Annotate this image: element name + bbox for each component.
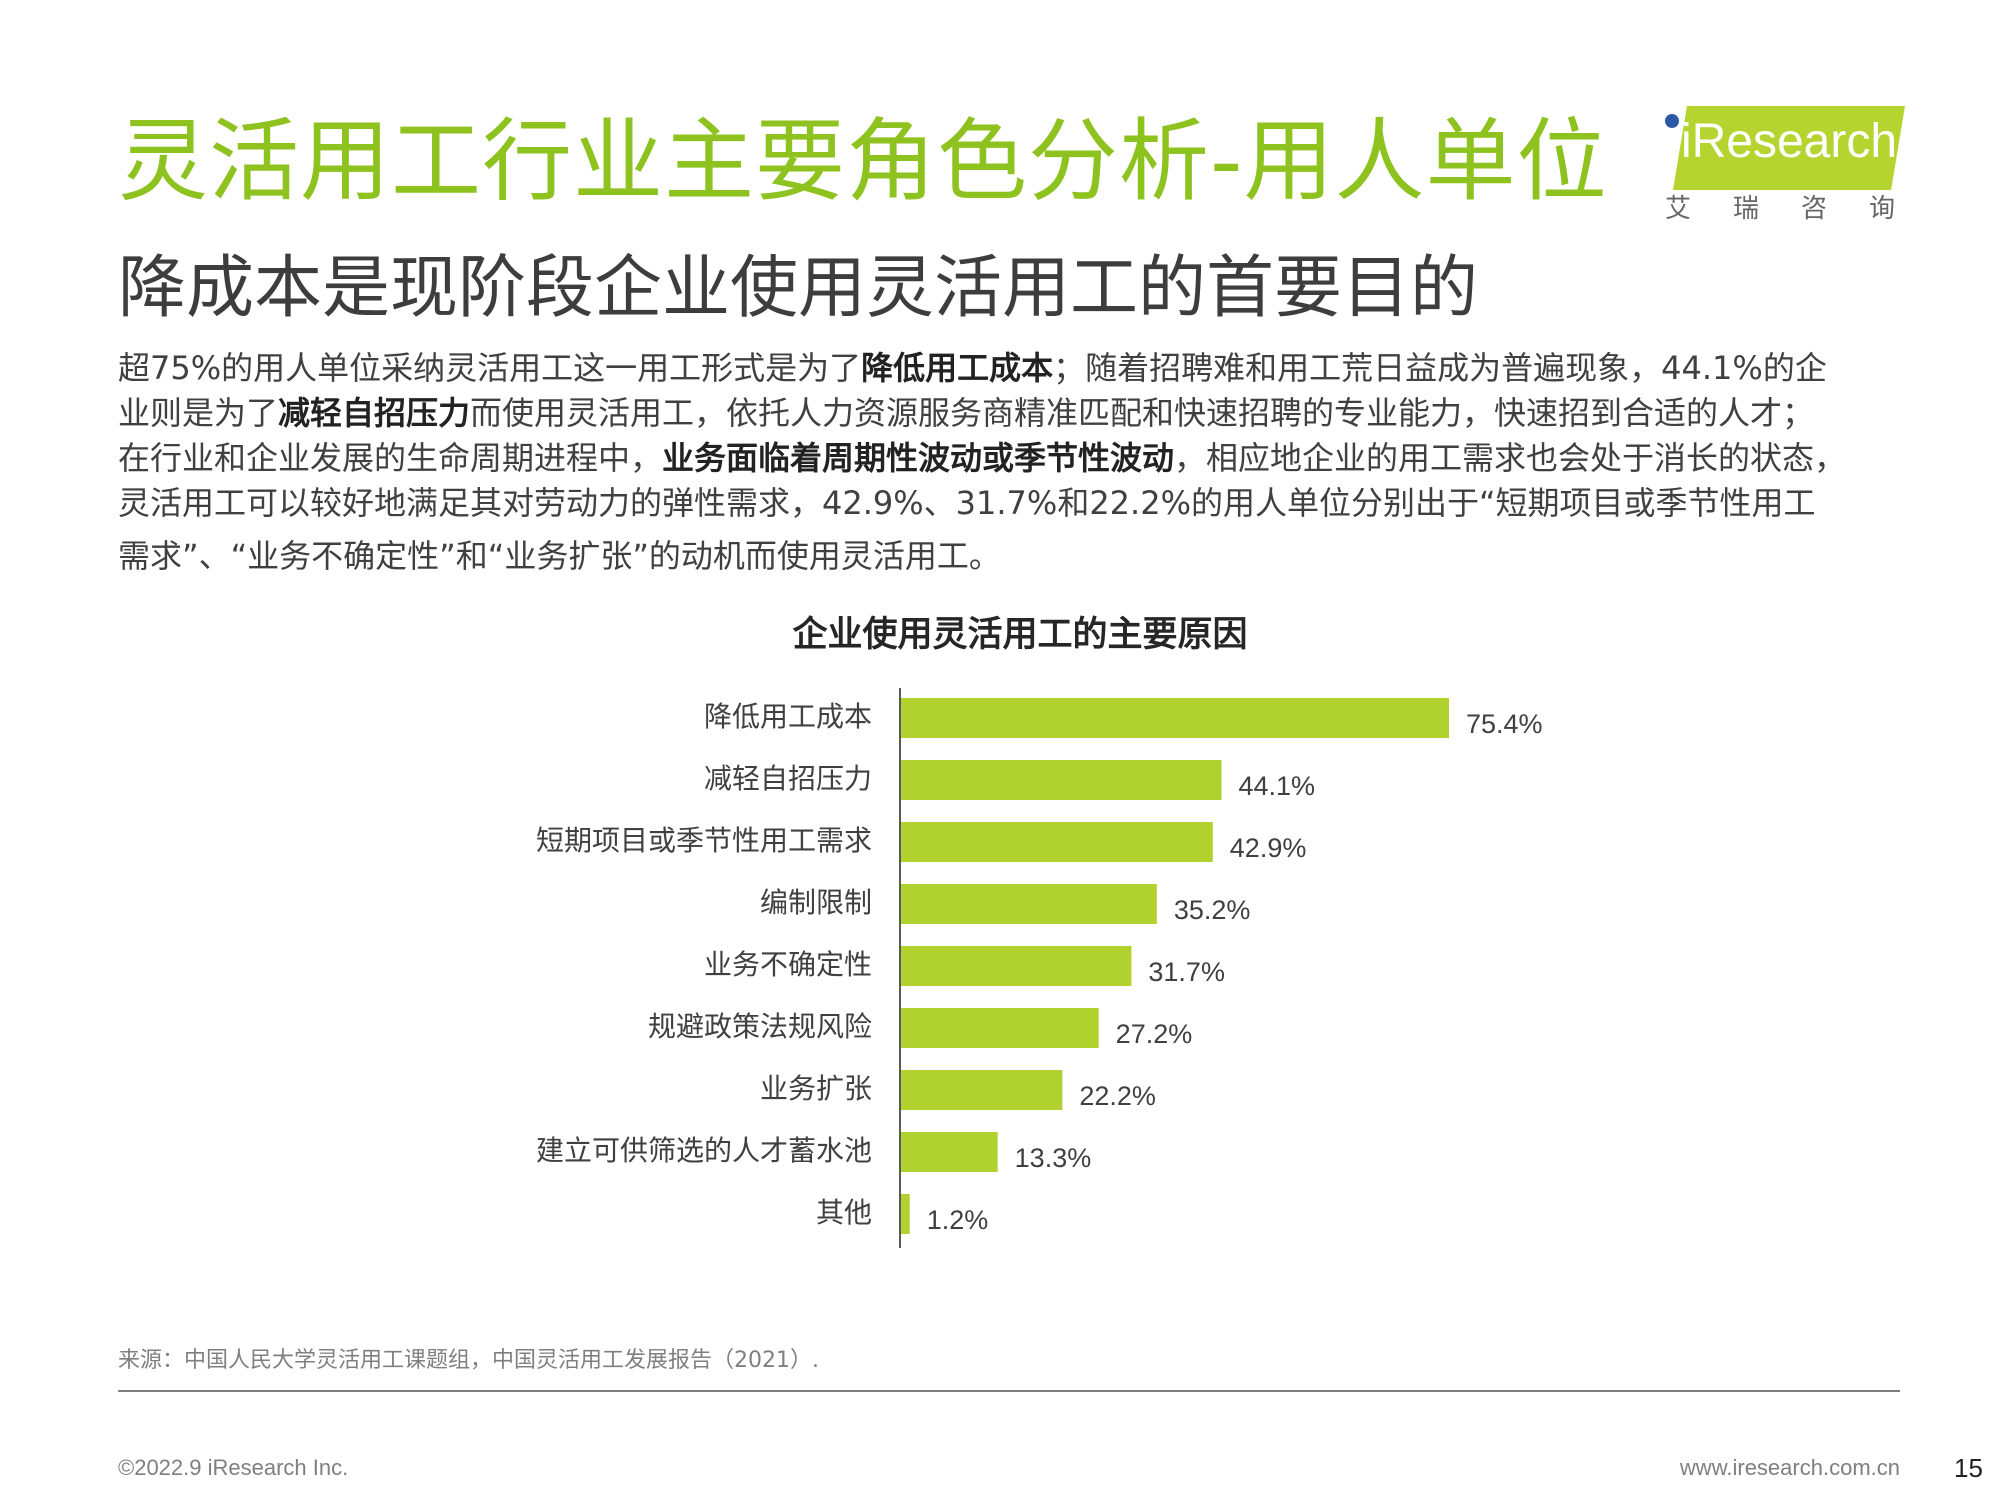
text-run: 在行业和企业发展的生命周期进程中， bbox=[118, 439, 663, 477]
paragraph-line: 灵活用工可以较好地满足其对劳动力的弹性需求，42.9%、31.7%和22.2%的… bbox=[118, 484, 1816, 522]
paragraph-line: 在行业和企业发展的生命周期进程中，业务面临着周期性波动或季节性波动，相应地企业的… bbox=[118, 436, 1918, 481]
logo-dot-icon bbox=[1665, 114, 1679, 128]
text-run: ；随着招聘难和用工荒日益成为普遍现象，44.1%的企 bbox=[1053, 349, 1827, 387]
paragraph-line: 超75%的用人单位采纳灵活用工这一用工形式是为了降低用工成本；随着招聘难和用工荒… bbox=[118, 346, 1918, 391]
data-label: 42.9% bbox=[1230, 833, 1307, 863]
page-subtitle: 降成本是现阶段企业使用灵活用工的首要目的 bbox=[118, 249, 1479, 328]
summary-paragraph: 超75%的用人单位采纳灵活用工这一用工形式是为了降低用工成本；随着招聘难和用工荒… bbox=[118, 346, 1918, 579]
website-link[interactable]: www.iresearch.com.cn bbox=[1679, 1455, 1900, 1480]
category-label: 降低用工成本 bbox=[704, 700, 872, 733]
bar bbox=[901, 822, 1213, 862]
text-run: 而使用灵活用工，依托人力资源服务商精准匹配和快速招聘的专业能力，快速招到合适的人… bbox=[470, 394, 1815, 432]
category-label: 编制限制 bbox=[760, 886, 872, 919]
bar bbox=[901, 1194, 910, 1234]
bar bbox=[901, 946, 1132, 986]
page-title: 灵活用工行业主要角色分析-用人单位 bbox=[118, 109, 1608, 214]
bar bbox=[901, 760, 1222, 800]
category-label: 减轻自招压力 bbox=[704, 762, 872, 795]
highlight-text: 减轻自招压力 bbox=[278, 394, 471, 432]
text-run: ，相应地企业的用工需求也会处于消长的状态， bbox=[1174, 439, 1847, 477]
bar bbox=[901, 884, 1157, 924]
data-label: 27.2% bbox=[1116, 1019, 1193, 1049]
logo-word: iResearch bbox=[1680, 115, 1898, 168]
highlight-text: 降低用工成本 bbox=[861, 349, 1054, 387]
chart-title: 企业使用灵活用工的主要原因 bbox=[792, 615, 1248, 655]
footer-divider bbox=[118, 1390, 1900, 1392]
data-label: 75.4% bbox=[1466, 709, 1543, 739]
category-label: 建立可供筛选的人才蓄水池 bbox=[536, 1134, 872, 1167]
category-label: 业务扩张 bbox=[760, 1072, 872, 1105]
iresearch-logo: iResearch 艾瑞咨询 bbox=[1665, 100, 1910, 230]
bar bbox=[901, 698, 1449, 738]
category-label: 其他 bbox=[816, 1196, 872, 1229]
data-label: 22.2% bbox=[1079, 1081, 1156, 1111]
data-label: 1.2% bbox=[927, 1205, 989, 1235]
copyright: ©2022.9 iResearch Inc. bbox=[118, 1455, 349, 1480]
bar bbox=[901, 1070, 1063, 1110]
paragraph-line: 需求”、“业务不确定性”和“业务扩张”的动机而使用灵活用工。 bbox=[118, 537, 1001, 575]
data-label: 44.1% bbox=[1239, 771, 1316, 801]
source-note: 来源：中国人民大学灵活用工课题组，中国灵活用工发展报告（2021）. bbox=[118, 1348, 819, 1373]
bar bbox=[901, 1008, 1099, 1048]
data-label: 35.2% bbox=[1174, 895, 1251, 925]
text-run: 超75%的用人单位采纳灵活用工这一用工形式是为了 bbox=[118, 349, 862, 387]
category-label: 业务不确定性 bbox=[704, 948, 872, 981]
logo-chinese-name: 艾瑞咨询 bbox=[1665, 194, 1938, 224]
category-label: 短期项目或季节性用工需求 bbox=[536, 824, 872, 857]
text-run: 业则是为了 bbox=[118, 394, 279, 432]
highlight-text: 业务面临着周期性波动或季节性波动 bbox=[662, 439, 1175, 477]
data-label: 31.7% bbox=[1148, 957, 1225, 987]
category-label: 规避政策法规风险 bbox=[648, 1010, 872, 1043]
bar bbox=[901, 1132, 998, 1172]
page-number: 15 bbox=[1954, 1453, 1983, 1483]
paragraph-line: 业则是为了减轻自招压力而使用灵活用工，依托人力资源服务商精准匹配和快速招聘的专业… bbox=[118, 391, 1918, 436]
data-label: 13.3% bbox=[1015, 1143, 1092, 1173]
logo-banner bbox=[1673, 106, 1905, 190]
